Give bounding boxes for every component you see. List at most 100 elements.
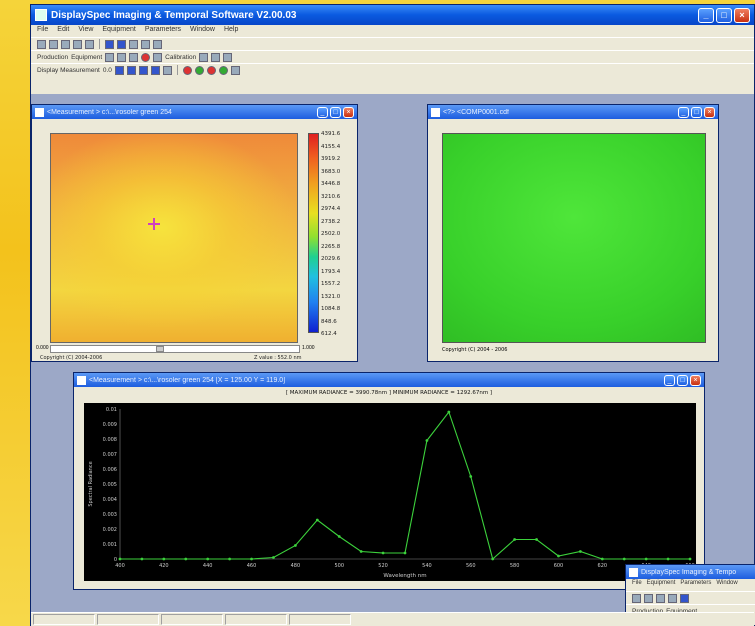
menu-file[interactable]: File bbox=[37, 26, 49, 33]
spectrum-point bbox=[162, 557, 166, 561]
copy-icon[interactable] bbox=[73, 39, 82, 49]
menu-help[interactable]: Help bbox=[223, 26, 239, 33]
close-button[interactable]: × bbox=[690, 374, 701, 386]
new-file-icon[interactable] bbox=[632, 593, 641, 603]
line-tool-icon[interactable] bbox=[126, 65, 136, 75]
calibration-dropdown[interactable]: Calibration bbox=[165, 53, 197, 61]
menu-window[interactable]: Window bbox=[716, 580, 738, 586]
maximize-button[interactable]: □ bbox=[677, 374, 688, 386]
red-channel-icon[interactable] bbox=[182, 65, 192, 75]
image-view-icon[interactable] bbox=[680, 593, 689, 603]
spectrum-point bbox=[535, 538, 538, 541]
menu-equipment[interactable]: Equipment bbox=[646, 580, 676, 586]
spectrum-point bbox=[688, 557, 692, 561]
equipment-dropdown[interactable]: Equipment bbox=[71, 53, 103, 61]
green-channel-icon[interactable] bbox=[194, 65, 204, 75]
application-window: DisplaySpec Imaging & Temporal Software … bbox=[30, 4, 755, 626]
toolbar-divider bbox=[176, 65, 178, 75]
spectrum-point bbox=[622, 557, 626, 561]
x-tick-label: 580 bbox=[510, 563, 520, 569]
info-icon[interactable] bbox=[211, 52, 221, 62]
minimize-button[interactable]: _ bbox=[664, 374, 675, 386]
print-icon[interactable] bbox=[656, 593, 665, 603]
cursor-icon[interactable] bbox=[114, 65, 124, 75]
new-file-icon[interactable] bbox=[37, 39, 46, 49]
crosshair-cursor[interactable] bbox=[148, 218, 160, 230]
close-button[interactable]: × bbox=[343, 106, 354, 118]
green-capture-image[interactable] bbox=[442, 133, 706, 343]
minimize-button[interactable]: _ bbox=[678, 106, 689, 118]
equipment-dropdown[interactable]: Equipment bbox=[666, 607, 698, 615]
maximize-button[interactable]: □ bbox=[330, 106, 341, 118]
save-icon[interactable] bbox=[49, 39, 58, 49]
grid-view-icon[interactable] bbox=[117, 39, 126, 49]
help-icon[interactable] bbox=[141, 39, 150, 49]
secondary-window-titlebar[interactable]: DisplaySpec Imaging & Tempo bbox=[626, 565, 755, 579]
zoom-icon[interactable] bbox=[223, 52, 233, 62]
color-scale-label: 2738.2 bbox=[321, 218, 341, 225]
spectrum-plot-area[interactable]: 0.01 0.009 0.008 0.007 0.006 0.005 0.004 0.003 0… bbox=[84, 403, 696, 581]
print-icon[interactable] bbox=[61, 39, 70, 49]
minimize-button[interactable]: _ bbox=[317, 106, 328, 118]
color-scale-label: 1321.0 bbox=[321, 293, 341, 300]
menu-edit[interactable]: Edit bbox=[57, 26, 70, 33]
status-bar bbox=[31, 612, 754, 626]
record-icon[interactable] bbox=[141, 52, 151, 62]
production-dropdown[interactable]: Production bbox=[632, 607, 664, 615]
camera-icon[interactable] bbox=[105, 52, 115, 62]
app-titlebar[interactable]: DisplaySpec Imaging & Temporal Software … bbox=[31, 5, 754, 25]
status-cell bbox=[161, 614, 223, 625]
image-view-icon[interactable] bbox=[105, 39, 114, 49]
color-scale-label: 1793.4 bbox=[321, 268, 341, 275]
slider-thumb[interactable] bbox=[156, 346, 164, 352]
heatmap-window-titlebar[interactable]: <Measurement > c:\...\rosoler green 254 … bbox=[32, 105, 357, 119]
secondary-menubar: File Equipment Parameters Window bbox=[626, 579, 755, 591]
settings-icon[interactable] bbox=[153, 39, 162, 49]
y-tick-label: 0 bbox=[114, 557, 117, 563]
close-button[interactable]: × bbox=[734, 7, 750, 23]
y-tick-label: 0.008 bbox=[103, 437, 117, 443]
y-tick-label: 0.01 bbox=[106, 407, 117, 413]
step-icon[interactable] bbox=[129, 52, 139, 62]
calibrate-icon[interactable] bbox=[199, 52, 209, 62]
menu-parameters[interactable]: Parameters bbox=[144, 26, 182, 33]
close-button[interactable]: × bbox=[704, 106, 715, 118]
spectrum-point bbox=[491, 557, 495, 561]
menu-window[interactable]: Window bbox=[190, 26, 215, 33]
minimize-button[interactable]: _ bbox=[698, 7, 714, 23]
paste-icon[interactable] bbox=[85, 39, 94, 49]
menu-view[interactable]: View bbox=[78, 26, 94, 33]
maximize-button[interactable]: □ bbox=[691, 106, 702, 118]
display-measurement-dropdown[interactable]: Display Measurement bbox=[37, 66, 100, 74]
region-tool-icon[interactable] bbox=[162, 65, 172, 75]
spectrum-point bbox=[600, 557, 604, 561]
radiance-heatmap-image[interactable] bbox=[50, 133, 298, 343]
export-icon[interactable] bbox=[129, 39, 138, 49]
spectrum-point bbox=[228, 557, 232, 561]
filter-icon[interactable] bbox=[206, 65, 216, 75]
play-icon[interactable] bbox=[117, 52, 127, 62]
spectrum-window-title: <Measurement > c:\...\rosoler green 254 … bbox=[89, 376, 286, 384]
copy-icon[interactable] bbox=[668, 593, 677, 603]
app-icon bbox=[35, 9, 47, 21]
stop-icon[interactable] bbox=[153, 52, 163, 62]
menu-parameters[interactable]: Parameters bbox=[680, 580, 712, 586]
spectrum-window-titlebar[interactable]: <Measurement > c:\...\rosoler green 254 … bbox=[74, 373, 704, 387]
color-scale-label: 3210.6 bbox=[321, 193, 341, 200]
luminance-icon[interactable] bbox=[218, 65, 228, 75]
green-window-titlebar[interactable]: <?> <COMP0001.cdf _ □ × bbox=[428, 105, 718, 119]
analysis-icon[interactable] bbox=[230, 65, 240, 75]
production-dropdown[interactable]: Production bbox=[37, 53, 69, 61]
z-slider[interactable] bbox=[50, 345, 300, 353]
status-cell bbox=[225, 614, 287, 625]
spectrum-point bbox=[359, 550, 363, 553]
save-icon[interactable] bbox=[644, 593, 653, 603]
menu-file[interactable]: File bbox=[632, 580, 642, 586]
y-tick-label: 0.009 bbox=[103, 422, 117, 428]
rectangle-tool-icon[interactable] bbox=[138, 65, 148, 75]
measurement-field[interactable]: 0.0 bbox=[102, 66, 112, 74]
ellipse-tool-icon[interactable] bbox=[150, 65, 160, 75]
spectrum-line bbox=[120, 410, 690, 561]
menu-equipment[interactable]: Equipment bbox=[102, 26, 136, 33]
maximize-button[interactable]: □ bbox=[716, 7, 732, 23]
